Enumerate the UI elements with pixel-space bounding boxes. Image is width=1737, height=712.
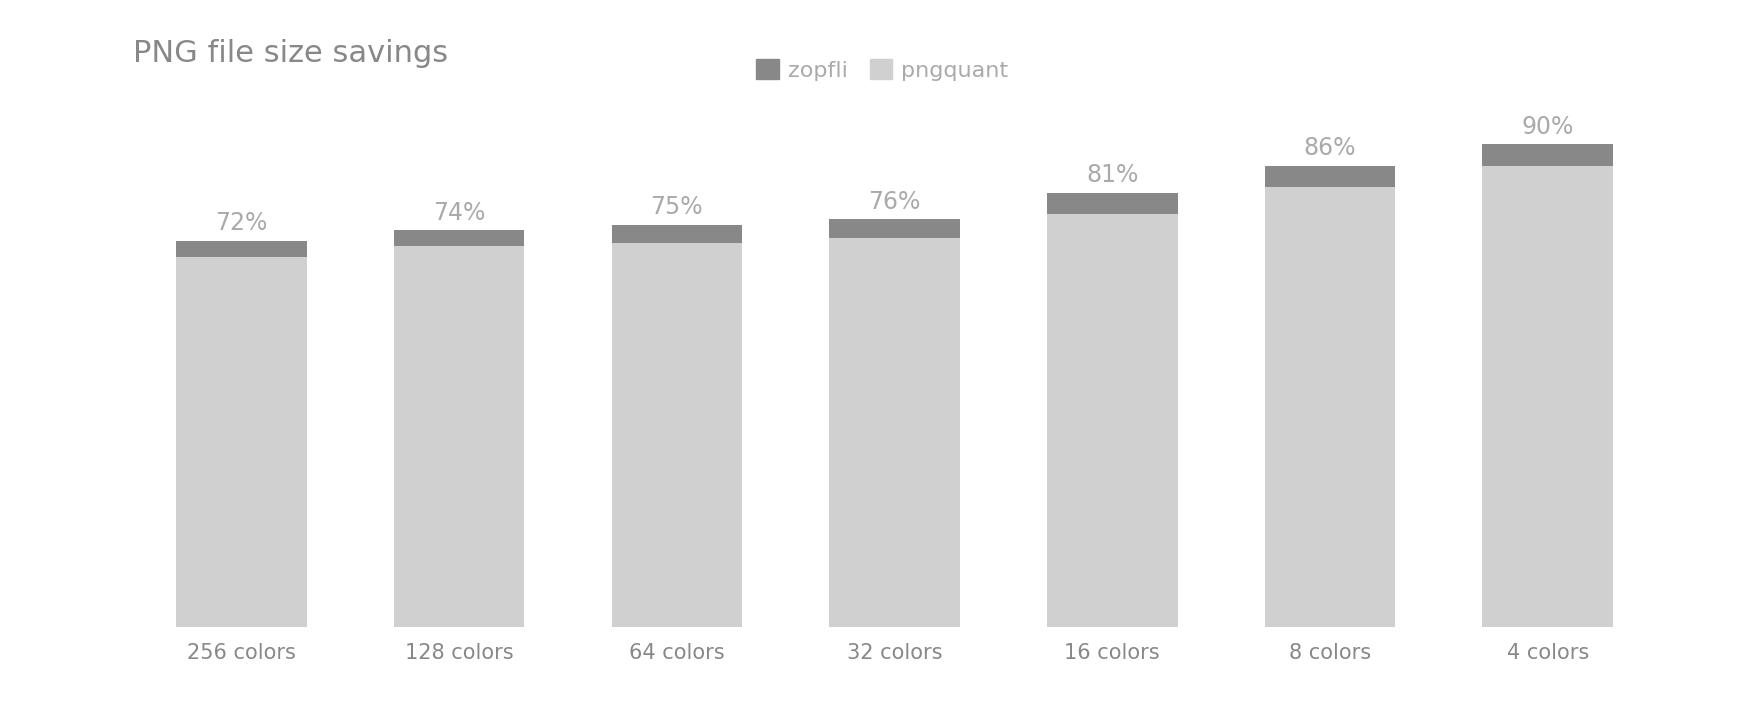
Text: 86%: 86%	[1304, 137, 1357, 160]
Text: 72%: 72%	[215, 211, 267, 236]
Text: 81%: 81%	[1086, 163, 1138, 187]
Bar	[1265, 187, 1395, 627]
Text: 75%: 75%	[651, 195, 703, 219]
Bar	[394, 230, 525, 246]
Bar	[829, 219, 961, 238]
Bar	[611, 225, 742, 244]
Bar	[1047, 214, 1178, 627]
Bar	[1265, 166, 1395, 187]
Bar	[1482, 166, 1614, 627]
Bar	[1482, 145, 1614, 166]
Bar	[829, 238, 961, 627]
Bar	[394, 246, 525, 627]
Legend: zopfli, pngquant: zopfli, pngquant	[747, 51, 1016, 90]
Text: 90%: 90%	[1522, 115, 1574, 139]
Bar	[175, 257, 307, 627]
Bar	[1047, 192, 1178, 214]
Bar	[175, 241, 307, 257]
Text: 76%: 76%	[868, 190, 921, 214]
Text: PNG file size savings: PNG file size savings	[132, 39, 448, 68]
Bar	[611, 244, 742, 627]
Text: 74%: 74%	[433, 201, 485, 225]
